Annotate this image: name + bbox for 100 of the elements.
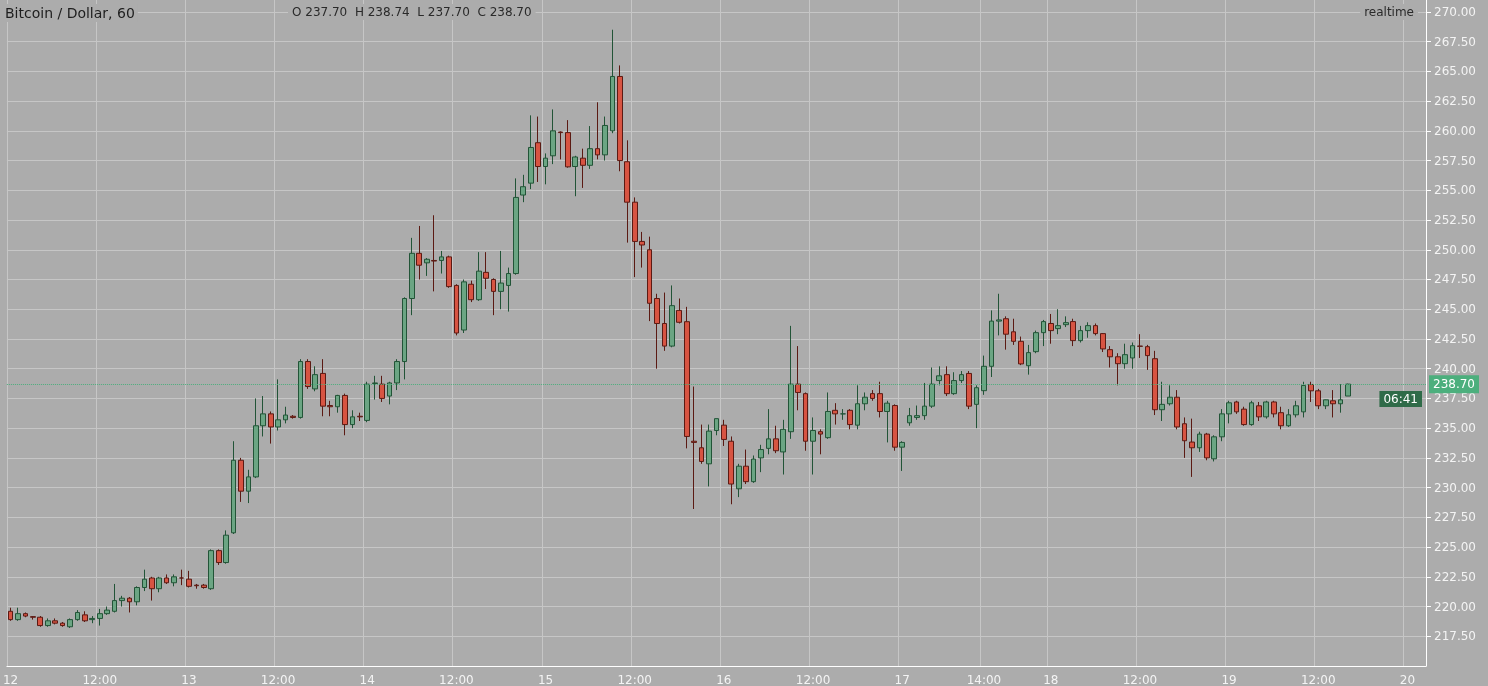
candlestick [468, 280, 474, 303]
y-tick-label: 255.00 [1434, 183, 1476, 198]
candlestick [1137, 333, 1143, 359]
candlestick [498, 250, 504, 310]
candlestick [699, 424, 704, 465]
candlestick [379, 375, 385, 403]
candlestick [1338, 383, 1343, 414]
candlestick [520, 174, 526, 203]
candlestick [1011, 318, 1016, 346]
candlestick [223, 529, 229, 565]
candlestick [424, 257, 430, 277]
candlestick [312, 365, 318, 392]
candlestick [981, 355, 987, 396]
x-tick-label: 13 [181, 673, 197, 686]
candlestick [818, 428, 823, 455]
candlestick [45, 617, 51, 628]
candlestick [1078, 325, 1083, 344]
x-tick-label: 16 [716, 673, 732, 686]
chart-title: Bitcoin / Dollar, 60 [5, 5, 135, 21]
candlestick [364, 381, 370, 423]
candlestick [877, 381, 883, 418]
y-tick-label: 250.00 [1434, 242, 1476, 257]
x-tick-label: 17 [894, 673, 910, 686]
candlestick [580, 148, 586, 189]
candlestick [1263, 400, 1269, 420]
candlestick [208, 548, 214, 591]
x-tick-label: 12 [2, 673, 19, 686]
candlestick [1301, 381, 1306, 418]
candlestick [238, 457, 244, 503]
annotation: 06:41 [1383, 392, 1419, 406]
candlestick [528, 114, 534, 190]
annotation: O 237.70 H 238.74 L 237.70 C 238.70 [292, 5, 532, 19]
candlestick [899, 440, 905, 472]
y-tick-label: 232.50 [1434, 450, 1476, 465]
candlestick [1330, 389, 1336, 418]
candlestick [290, 414, 296, 420]
candlestick [654, 293, 660, 370]
candlestick [825, 391, 831, 440]
candlestick [416, 225, 422, 280]
candlestick [179, 569, 184, 586]
candlestick [1167, 384, 1173, 407]
candlestick [751, 455, 756, 484]
annotation: realtime [1364, 5, 1415, 19]
candlestick [1033, 330, 1039, 354]
y-tick-label: 225.00 [1434, 540, 1476, 555]
candlestick [684, 306, 690, 449]
candlestick [15, 607, 21, 622]
candlestick [216, 548, 222, 566]
candlestick [795, 345, 801, 411]
candlestick [847, 408, 853, 430]
candlestick [394, 358, 400, 391]
x-tick-label: 12:00 [82, 673, 118, 686]
candlestick [922, 382, 927, 421]
candlestick [409, 237, 415, 316]
candlestick [595, 101, 600, 160]
x-tick-label: 12:00 [795, 673, 831, 686]
candlestick [773, 425, 779, 454]
candlestick [149, 576, 155, 602]
candlestick [305, 358, 311, 390]
x-tick-label: 12:00 [1122, 673, 1158, 686]
candlestick [1174, 389, 1180, 430]
y-tick-label: 247.50 [1434, 272, 1476, 287]
candlestick [1085, 321, 1091, 339]
y-tick-label: 270.00 [1434, 4, 1476, 19]
candlestick [565, 119, 571, 169]
candlestick [89, 615, 95, 624]
candlestick [127, 596, 132, 613]
candlestick [1159, 381, 1165, 422]
candlestick [1041, 319, 1046, 347]
candlestick [1256, 401, 1262, 422]
candlestick [298, 358, 303, 420]
x-tick-label: 19 [1221, 673, 1237, 686]
candlestick [929, 366, 935, 409]
y-tick-label: 257.50 [1434, 153, 1476, 168]
candlestick [1093, 322, 1098, 336]
candlestick [439, 250, 444, 275]
candlestick [506, 267, 511, 313]
candlestick [706, 424, 712, 487]
candlestick [1048, 313, 1054, 345]
candlestick [550, 108, 556, 165]
x-tick-label: 14 [359, 673, 375, 686]
candlestick [60, 621, 65, 628]
candlestick [1055, 308, 1061, 335]
candlestick [1197, 431, 1202, 453]
candlestick [788, 325, 794, 440]
candlestick [743, 449, 749, 485]
candlestick [119, 595, 125, 608]
candlestick [647, 236, 652, 322]
candlestick [691, 386, 697, 510]
y-tick-label: 245.00 [1434, 302, 1476, 317]
candlestick [446, 255, 452, 289]
candlestick [350, 409, 355, 429]
y-tick-label: 230.00 [1434, 480, 1476, 495]
candlestick [728, 435, 734, 505]
candlestick [884, 400, 890, 443]
candlestick [1234, 400, 1239, 415]
candlestick [840, 408, 846, 421]
candlestick [662, 292, 667, 352]
candlestick [587, 125, 593, 170]
candlestick [832, 402, 838, 426]
